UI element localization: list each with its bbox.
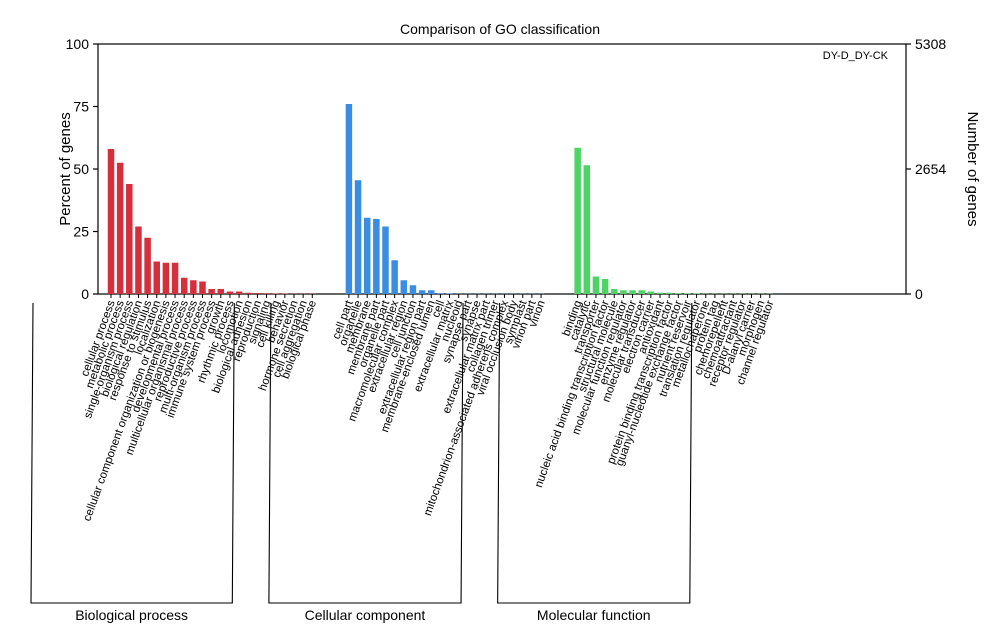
group-label: Cellular component: [305, 607, 426, 623]
bars: [107, 104, 774, 294]
y-axis-right-label: Number of genes: [964, 111, 981, 226]
bar: [601, 279, 609, 294]
bar: [446, 293, 453, 294]
y-tick-label-left: 75: [73, 99, 89, 115]
bar: [217, 289, 225, 294]
bar: [144, 237, 151, 294]
bar: [611, 289, 618, 294]
bar: [363, 217, 371, 294]
bar: [400, 280, 408, 294]
bar: [171, 262, 179, 294]
legend-label: DY-D_DY-CK: [823, 50, 889, 62]
bar: [245, 292, 252, 294]
bar: [107, 149, 115, 294]
y-tick-label-left: 0: [81, 286, 89, 302]
bar: [345, 104, 353, 294]
bar: [354, 180, 362, 294]
bar: [574, 147, 581, 294]
bar: [199, 281, 206, 294]
group-bracket: [268, 302, 464, 604]
y-axis-left-ticks: 100 75 50 25 0: [66, 36, 98, 302]
bar: [116, 162, 124, 294]
bar: [437, 293, 444, 294]
y-axis-right-ticks: 5308 2654 0: [906, 36, 946, 302]
plot-frame: [97, 43, 907, 295]
bar: [162, 262, 170, 294]
y-tick-label-left: 25: [73, 224, 89, 240]
bar: [684, 293, 691, 294]
bar: [272, 293, 279, 294]
bar: [190, 280, 197, 294]
bar: [409, 285, 417, 294]
group-label: Molecular function: [537, 607, 651, 623]
bar: [281, 293, 289, 294]
bar: [675, 293, 682, 294]
y-tick-label-left: 100: [66, 36, 90, 52]
bar: [226, 291, 234, 294]
bar: [208, 289, 215, 294]
bar: [235, 291, 243, 294]
bar: [656, 292, 664, 294]
y-tick-label-right: 2654: [915, 161, 946, 177]
bar: [391, 260, 398, 294]
y-tick-label-right: 0: [915, 286, 923, 302]
bar: [382, 226, 389, 294]
bar: [583, 165, 591, 294]
bar: [126, 184, 133, 294]
bar: [180, 277, 188, 294]
bar: [263, 293, 270, 294]
y-tick-label-right: 5308: [915, 36, 946, 52]
bar: [647, 291, 655, 294]
group-brackets: Biological process Cellular component Mole…: [30, 302, 693, 623]
group-bracket: [497, 302, 693, 604]
bar: [373, 219, 380, 294]
bar: [629, 290, 636, 294]
bar: [638, 290, 645, 294]
bar: [153, 261, 160, 294]
bar: [693, 293, 700, 294]
bar: [428, 290, 435, 294]
y-axis-left-label: Percent of genes: [57, 112, 74, 225]
bar: [620, 290, 627, 294]
bar: [418, 290, 426, 294]
group-bracket: [30, 302, 235, 604]
bar: [135, 226, 142, 294]
bar: [665, 292, 673, 294]
y-tick-label-left: 50: [73, 161, 89, 177]
x-tick-label: cell: [430, 299, 447, 319]
bar: [254, 293, 261, 294]
group-label: Biological process: [75, 607, 188, 623]
bar: [592, 276, 600, 294]
chart-title: Comparison of GO classification: [400, 21, 600, 37]
